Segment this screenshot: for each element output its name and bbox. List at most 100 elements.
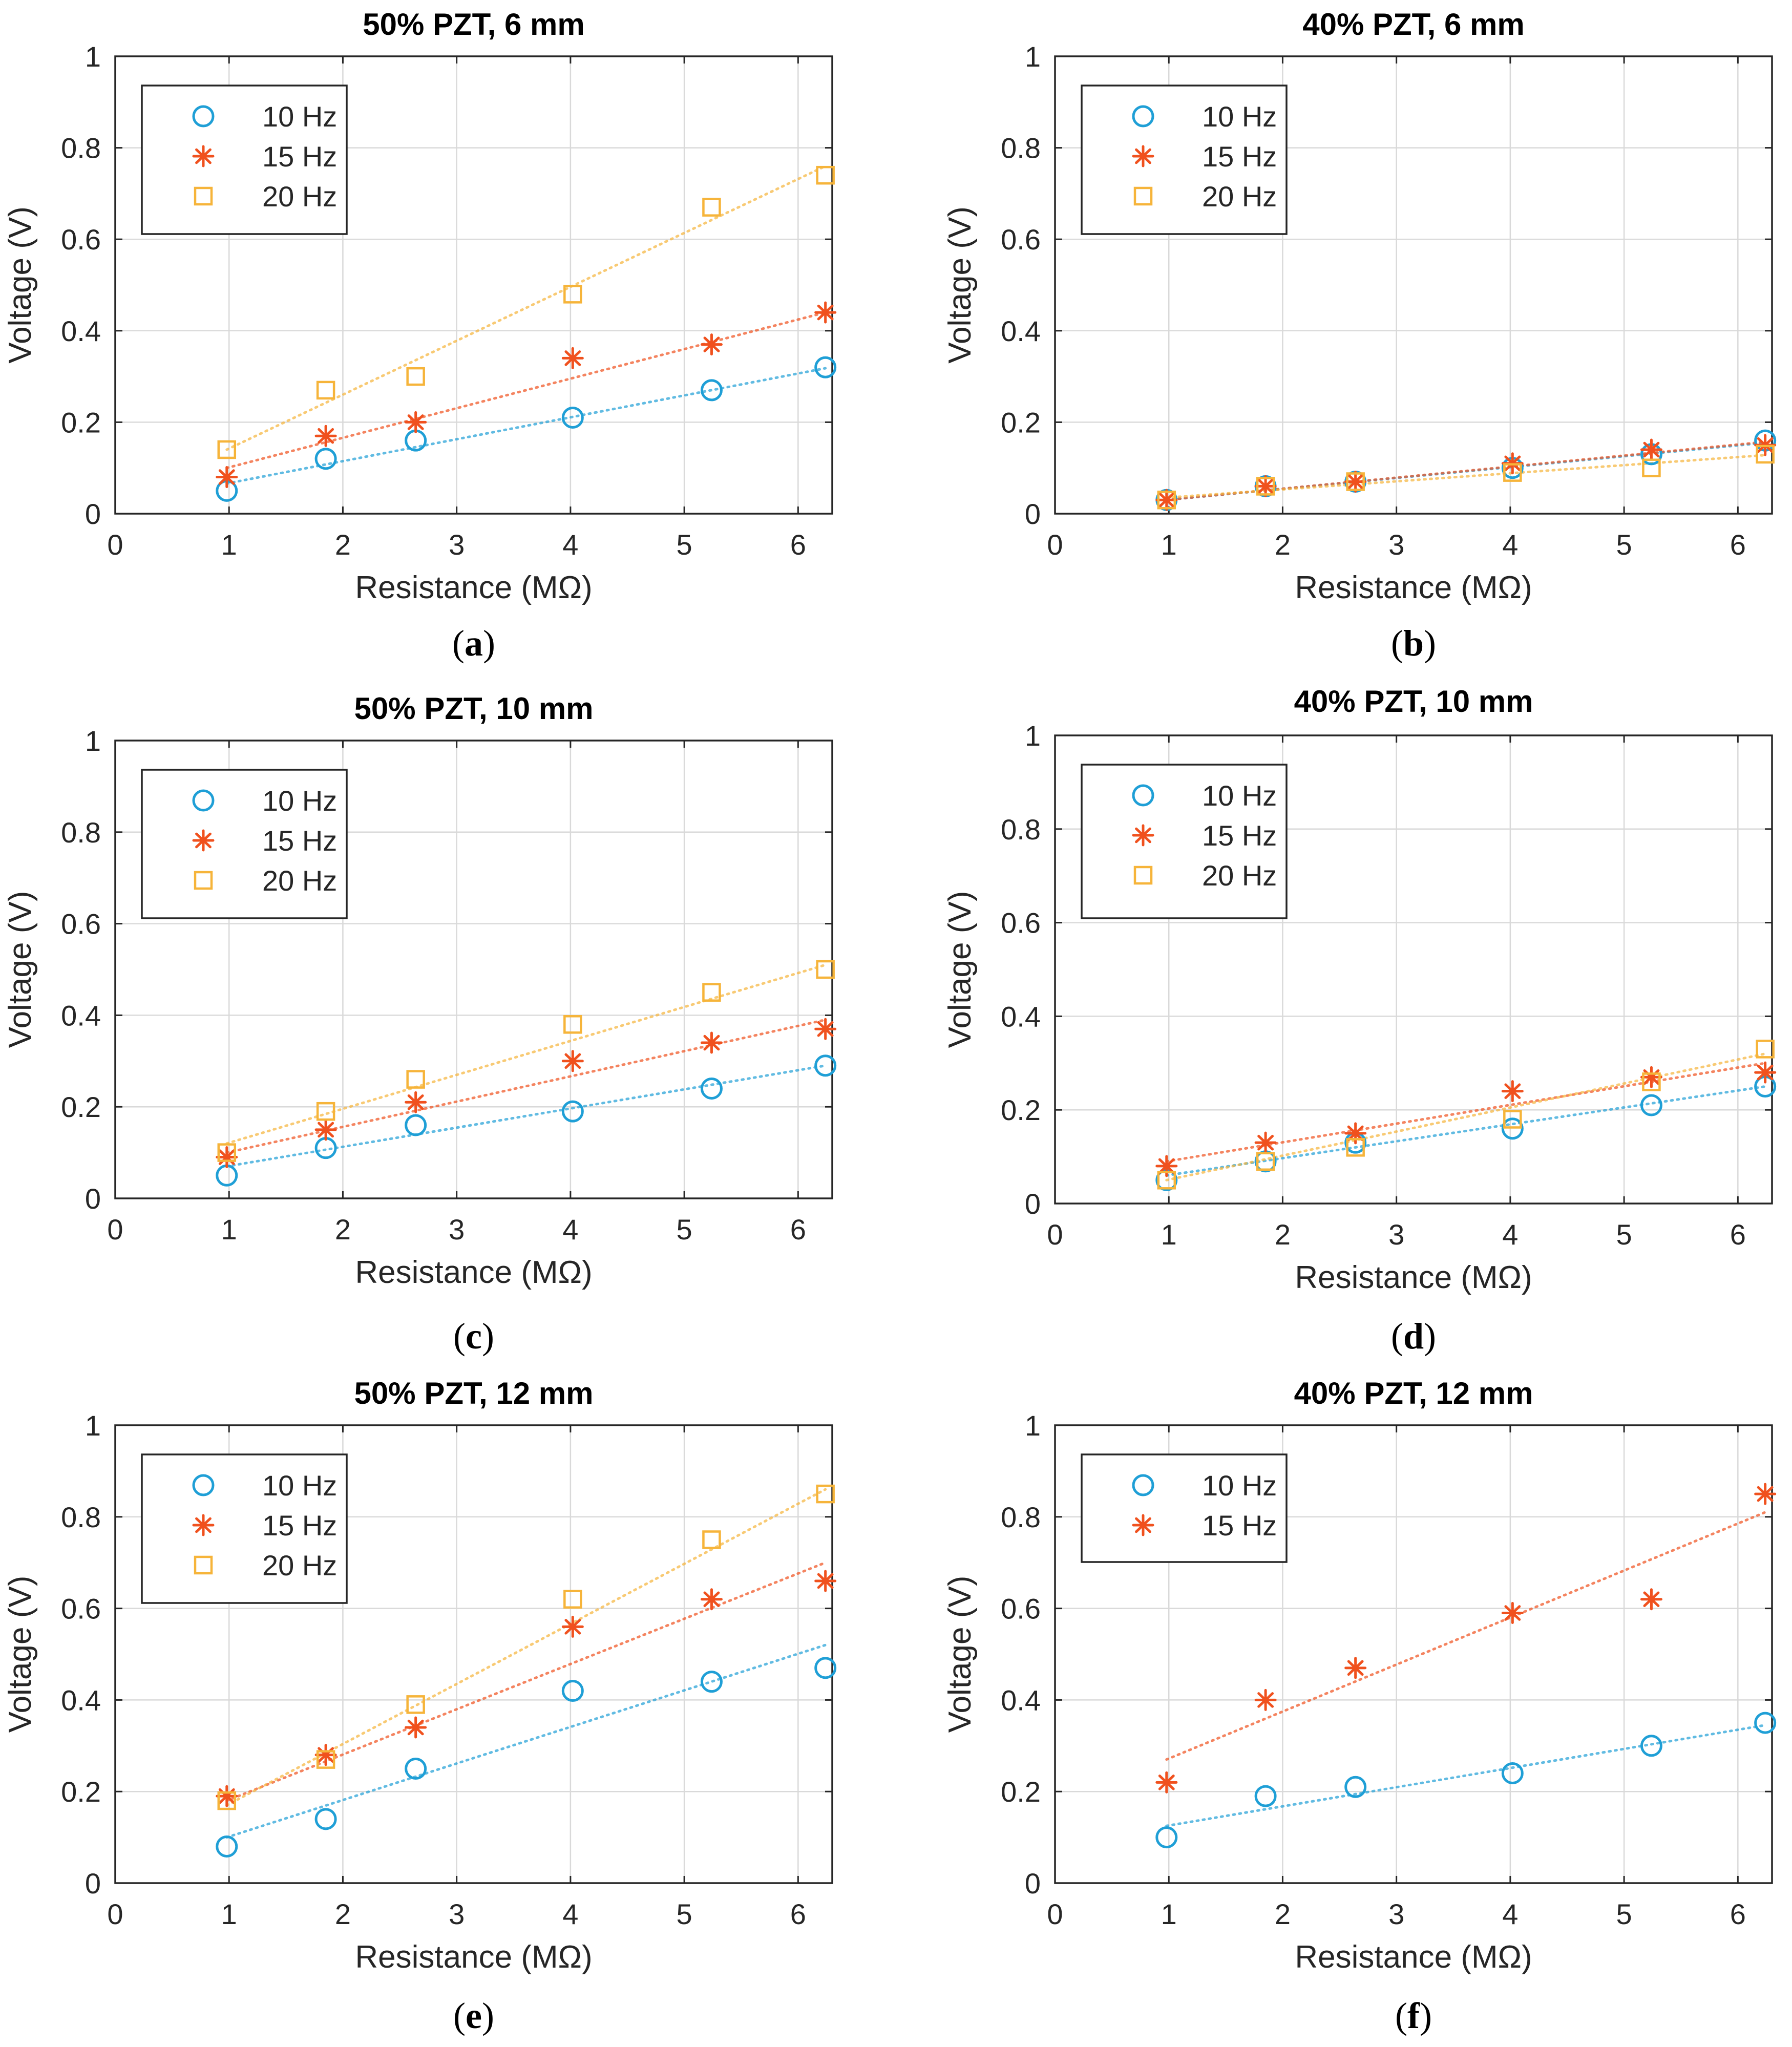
data-point-10hz	[405, 1114, 427, 1136]
legend-marker	[194, 1555, 213, 1575]
y-axis-label: Voltage (V)	[3, 1576, 38, 1733]
data-point-15hz-stroke	[318, 428, 334, 444]
chart-c: 0 1 2 3 4 5 6 0 0.2 0.4 0.6 0.8 1 50% PZT, 10 mm Resis…	[3, 691, 837, 1357]
legend-marker	[194, 871, 213, 890]
x-tick-label: 4	[562, 1213, 578, 1246]
data-point-15hz-stroke	[564, 350, 581, 366]
y-tick-label: 0.8	[1001, 132, 1041, 164]
axes-box	[114, 740, 833, 1199]
data-point-20hz	[217, 1143, 237, 1162]
y-tick-label: 1	[85, 1409, 101, 1442]
data-point-15hz	[216, 1146, 238, 1169]
data-point-10hz	[216, 1835, 238, 1858]
data-point-10hz	[1754, 1712, 1777, 1734]
y-tick-label: 1	[1025, 1409, 1041, 1442]
data-point-15hz-stroke	[1257, 1692, 1274, 1708]
legend-entry: 10 Hz	[262, 1469, 337, 1502]
x-tick-label: 2	[335, 1898, 351, 1930]
data-point-20hz	[316, 1750, 335, 1769]
x-tick-label: 4	[1502, 529, 1518, 561]
legend-marker-stroke	[1135, 827, 1151, 843]
data-point-15hz	[1344, 470, 1367, 493]
y-tick-label: 0.8	[1001, 1501, 1041, 1533]
x-tick-label: 6	[790, 1213, 806, 1246]
data-point-15hz	[405, 411, 427, 433]
data-point-20hz	[816, 1484, 835, 1504]
data-point-15hz	[314, 1744, 337, 1766]
x-tick-label: 0	[1047, 1898, 1063, 1930]
x-tick-label: 2	[1275, 1218, 1291, 1251]
y-axis-label: Voltage (V)	[3, 206, 38, 364]
fit-line-10hz	[225, 1064, 827, 1168]
data-point-20hz	[1756, 445, 1775, 464]
x-tick-label: 4	[1502, 1218, 1518, 1251]
caption-letter: f	[1407, 1995, 1420, 2036]
data-point-15hz-stroke	[407, 1094, 424, 1110]
data-point-10hz	[700, 1671, 723, 1693]
legend-marker	[1133, 866, 1153, 885]
data-point-15hz	[314, 1119, 337, 1141]
y-tick-label: 1	[1025, 40, 1041, 73]
y-tick-label: 0	[85, 1183, 101, 1215]
data-point-15hz-stroke	[564, 1053, 581, 1069]
data-point-15hz-stroke	[703, 1035, 720, 1051]
data-point-15hz	[1640, 1588, 1662, 1611]
data-point-15hz-stroke	[1347, 474, 1364, 490]
x-tick-label: 5	[677, 529, 692, 561]
data-point-15hz-stroke	[318, 1122, 334, 1138]
legend-marker	[1132, 1514, 1154, 1536]
legend-box	[1081, 1453, 1288, 1563]
data-point-10hz	[1501, 1117, 1524, 1140]
data-point-20hz	[217, 440, 237, 459]
data-point-20hz	[217, 1791, 237, 1810]
x-axis-label: Resistance (MΩ)	[355, 570, 592, 605]
data-point-20hz	[1642, 1072, 1661, 1091]
legend-box	[1081, 764, 1288, 919]
legend-entry: 10 Hz	[1202, 1469, 1277, 1502]
chart-title: 40% PZT, 12 mm	[1294, 1376, 1533, 1410]
data-point-10hz	[814, 356, 837, 378]
data-point-20hz	[1157, 1171, 1176, 1190]
data-point-20hz	[563, 285, 582, 304]
data-point-15hz	[1254, 1689, 1277, 1711]
y-tick-label: 1	[1025, 720, 1041, 752]
data-point-15hz-stroke	[564, 1619, 581, 1635]
legend-marker	[192, 105, 215, 128]
x-tick-label: 3	[1388, 529, 1404, 561]
legend-box	[1081, 85, 1288, 235]
y-tick-label: 1	[85, 725, 101, 757]
caption-letter: a	[465, 623, 483, 664]
data-point-15hz-stroke	[407, 414, 424, 430]
legend-marker-stroke	[1135, 148, 1151, 164]
legend-marker	[1132, 105, 1154, 128]
data-point-20hz	[1256, 1152, 1275, 1171]
x-tick-label: 1	[1161, 1898, 1177, 1930]
legend-marker	[1132, 784, 1154, 807]
data-point-10hz	[814, 1657, 837, 1679]
x-tick-label: 5	[1616, 1898, 1632, 1930]
y-tick-label: 0.2	[61, 1776, 101, 1808]
data-point-15hz	[814, 301, 837, 324]
chart-title: 50% PZT, 6 mm	[363, 7, 585, 41]
y-tick-label: 0.4	[1001, 1684, 1041, 1716]
x-tick-label: 3	[1388, 1898, 1404, 1930]
data-point-15hz	[314, 425, 337, 447]
y-axis-label: Voltage (V)	[942, 891, 978, 1048]
caption: (f)	[1395, 1995, 1432, 2036]
data-point-20hz	[1642, 458, 1661, 477]
caption: (b)	[1391, 623, 1436, 664]
caption-letter: c	[466, 1316, 482, 1357]
chart-title: 40% PZT, 10 mm	[1294, 684, 1533, 719]
x-tick-label: 1	[1161, 529, 1177, 561]
axes-box	[1054, 55, 1773, 515]
legend-entry: 15 Hz	[1202, 1509, 1277, 1542]
data-point-15hz-stroke	[1504, 1605, 1521, 1621]
data-point-15hz-stroke	[817, 1573, 834, 1589]
caption-letter: e	[466, 1995, 482, 2036]
legend-marker-stroke	[195, 832, 212, 849]
y-tick-label: 0.4	[1001, 315, 1041, 347]
x-tick-label: 5	[677, 1898, 692, 1930]
x-tick-label: 6	[1730, 1898, 1746, 1930]
legend-entry: 10 Hz	[262, 785, 337, 817]
data-point-15hz-stroke	[1158, 1158, 1175, 1174]
